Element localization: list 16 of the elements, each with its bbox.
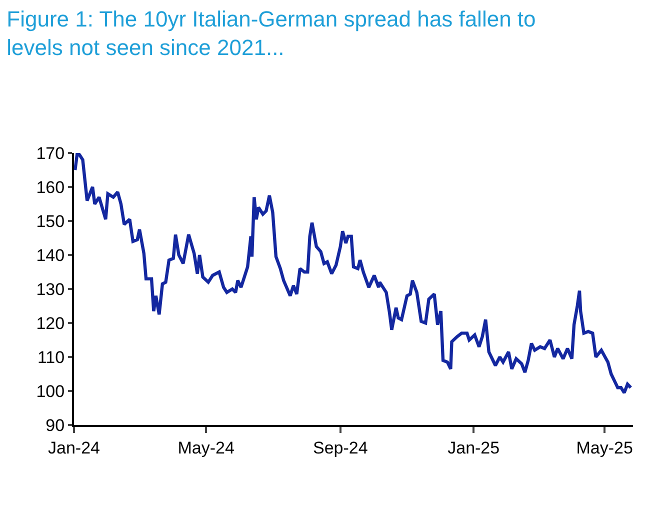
y-tick-label: 160 [36,178,65,197]
chart-title: Figure 1: The 10yr Italian-German spread has fallen to levels not seen since 2021... [6,6,536,60]
y-tick-label: 100 [36,382,65,401]
x-tick-label: Jan-24 [48,438,100,458]
y-tick-label: 110 [37,348,65,367]
y-tick-label: 90 [46,416,65,435]
y-tick-label: 120 [36,314,65,333]
x-tick-label: May-25 [576,438,633,458]
line-series [74,153,632,394]
x-tick-label: May-24 [178,438,234,458]
y-tick-label: 170 [36,144,65,163]
x-tick-label: Sep-24 [312,438,368,458]
y-tick-label: 130 [36,280,65,299]
x-tick-label: Jan-25 [448,438,500,458]
y-tick-label: 150 [36,212,65,231]
y-tick-label: 140 [36,246,65,265]
